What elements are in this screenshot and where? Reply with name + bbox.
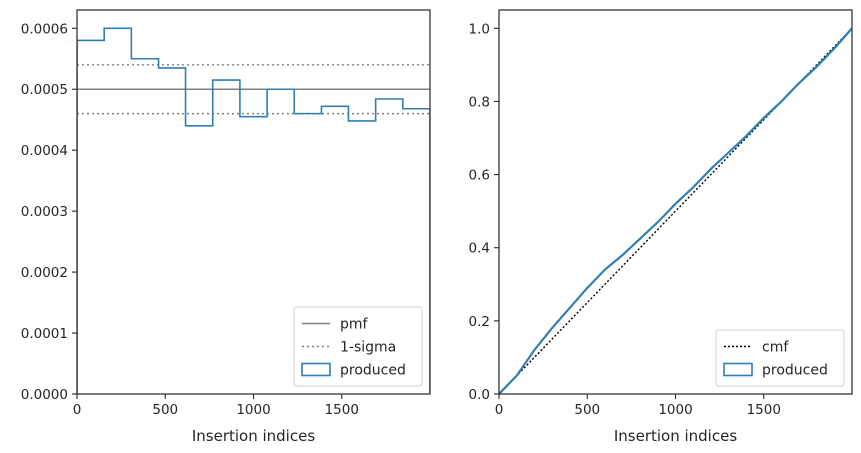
legend-handle-produced xyxy=(301,362,331,377)
x-tick-label: 0 xyxy=(495,402,504,418)
series-line-cmf xyxy=(499,27,852,394)
y-tick-label: 0.0005 xyxy=(21,82,68,98)
y-tick-label: 0.0 xyxy=(469,387,490,403)
legend-box-0 xyxy=(293,306,423,387)
series-line-produced xyxy=(499,27,852,394)
plot-area-1 xyxy=(499,27,852,394)
y-tick-label: 0.4 xyxy=(469,241,490,257)
legend-label-produced: produced xyxy=(340,363,406,379)
x-tick-label: 1500 xyxy=(325,402,359,418)
legend-box-1 xyxy=(715,329,845,387)
y-tick-label: 0.0001 xyxy=(21,326,68,342)
y-tick-label: 0.0000 xyxy=(21,387,68,403)
x-tick-label: 500 xyxy=(574,402,600,418)
y-tick-label: 0.6 xyxy=(469,168,490,184)
y-tick-label: 0.0004 xyxy=(21,143,68,159)
legend-label-1-sigma: 1-sigma xyxy=(340,340,396,356)
histogram-produced xyxy=(77,27,430,394)
y-tick-label: 1.0 xyxy=(469,21,490,37)
legend-label-produced: produced xyxy=(762,363,828,379)
y-tick-label: 0.8 xyxy=(469,94,490,110)
y-tick-label: 0.2 xyxy=(469,314,490,330)
legend-label-pmf: pmf xyxy=(340,317,369,333)
x-axis-label: Insertion indices xyxy=(192,427,315,445)
y-tick-label: 0.0003 xyxy=(21,204,68,220)
x-tick-label: 1000 xyxy=(658,402,692,418)
x-axis-label: Insertion indices xyxy=(614,427,737,445)
plot-area-0 xyxy=(77,27,430,394)
x-tick-label: 1500 xyxy=(747,402,781,418)
legend-label-cmf: cmf xyxy=(762,340,789,356)
legend-handle-produced xyxy=(723,362,753,377)
x-tick-label: 1000 xyxy=(236,402,270,418)
y-tick-label: 0.0006 xyxy=(21,21,68,37)
x-tick-label: 0 xyxy=(73,402,82,418)
y-tick-label: 0.0002 xyxy=(21,265,68,281)
x-tick-label: 500 xyxy=(152,402,178,418)
